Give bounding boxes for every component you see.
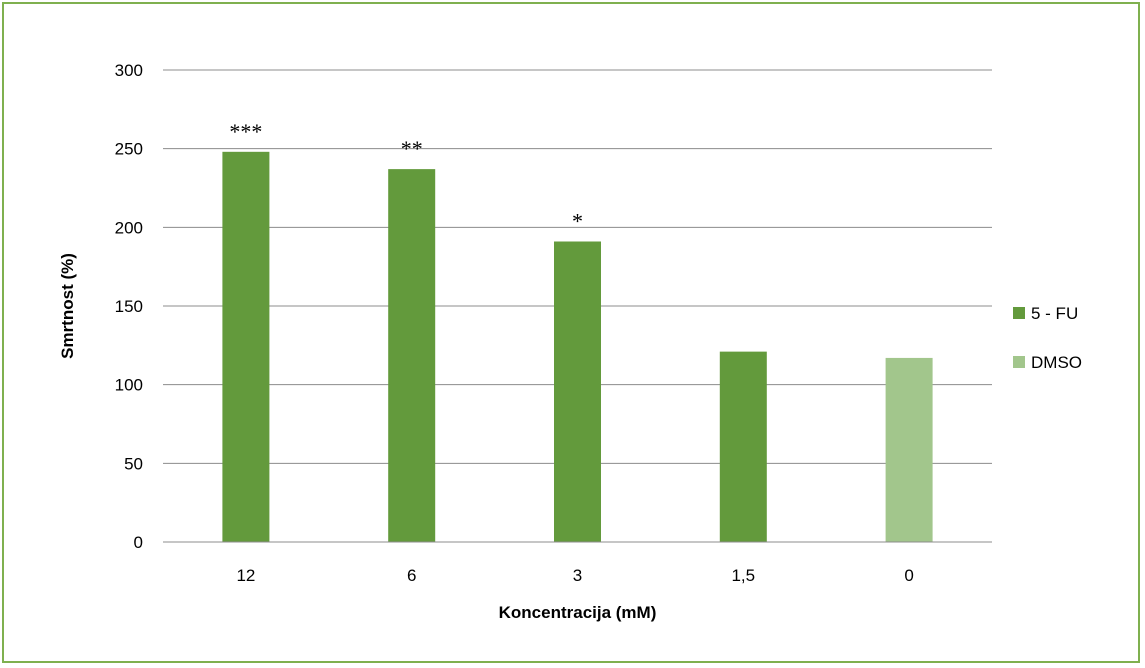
x-axis-title: Koncentracija (mM) [499,603,657,622]
x-tick-label: 6 [407,566,416,585]
legend-swatch [1013,356,1025,368]
y-tick-label: 100 [115,376,143,395]
significance-mark: * [572,208,583,233]
y-tick-label: 300 [115,61,143,80]
significance-mark: *** [229,119,262,144]
x-tick-label: 0 [904,566,913,585]
legend-label: 5 - FU [1031,304,1078,323]
bar-5fu [554,241,601,542]
legend-swatch [1013,307,1025,319]
bar-5fu [388,169,436,542]
x-axis-ticks: 12 6 3 1,5 0 [236,566,913,585]
y-tick-label: 250 [115,140,143,159]
bars [222,151,933,542]
y-tick-label: 0 [134,533,143,552]
y-axis-ticks: 0 50 100 150 200 250 300 [115,61,143,552]
y-tick-label: 200 [115,218,143,237]
gridlines [163,69,992,464]
y-tick-label: 150 [115,297,143,316]
bar-dmso [885,357,933,542]
significance-annotations: ****** [229,119,583,234]
bar-5fu [222,151,270,542]
significance-mark: ** [401,136,423,161]
x-tick-label: 1,5 [731,566,755,585]
bar-5fu [719,351,767,542]
legend-label: DMSO [1031,353,1082,372]
x-tick-label: 12 [236,566,255,585]
x-tick-label: 3 [573,566,582,585]
y-axis-title: Smrtnost (%) [58,253,77,359]
legend: 5 - FU DMSO [1013,304,1082,372]
y-tick-label: 50 [124,454,143,473]
